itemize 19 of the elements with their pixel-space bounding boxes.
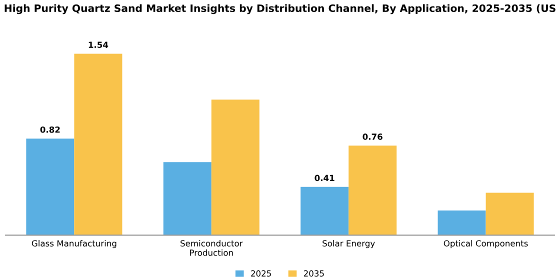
bar [348, 146, 397, 236]
bar [26, 138, 74, 236]
x-tick-label: Solar Energy [322, 240, 375, 248]
legend-label: 2035 [304, 270, 324, 277]
bar [211, 100, 260, 236]
data-label: 0.76 [362, 134, 382, 140]
data-label: 0.82 [40, 126, 60, 133]
x-tick-label: Glass Manufacturing [32, 240, 116, 248]
data-label: 1.54 [88, 42, 108, 48]
legend-label: 2025 [251, 270, 271, 277]
x-tick-label: Semiconductor Production [180, 240, 243, 256]
bar [74, 54, 122, 236]
bar [300, 186, 349, 236]
x-tick-label: Optical Components [444, 240, 528, 248]
bar [438, 210, 486, 236]
bar [163, 162, 212, 236]
chart-title: High Purity Quartz Sand Market Insights by Distribution Channel, By Application, 2025-2035 (US [4, 4, 556, 14]
data-label: 0.41 [314, 174, 334, 182]
bar [486, 192, 534, 236]
